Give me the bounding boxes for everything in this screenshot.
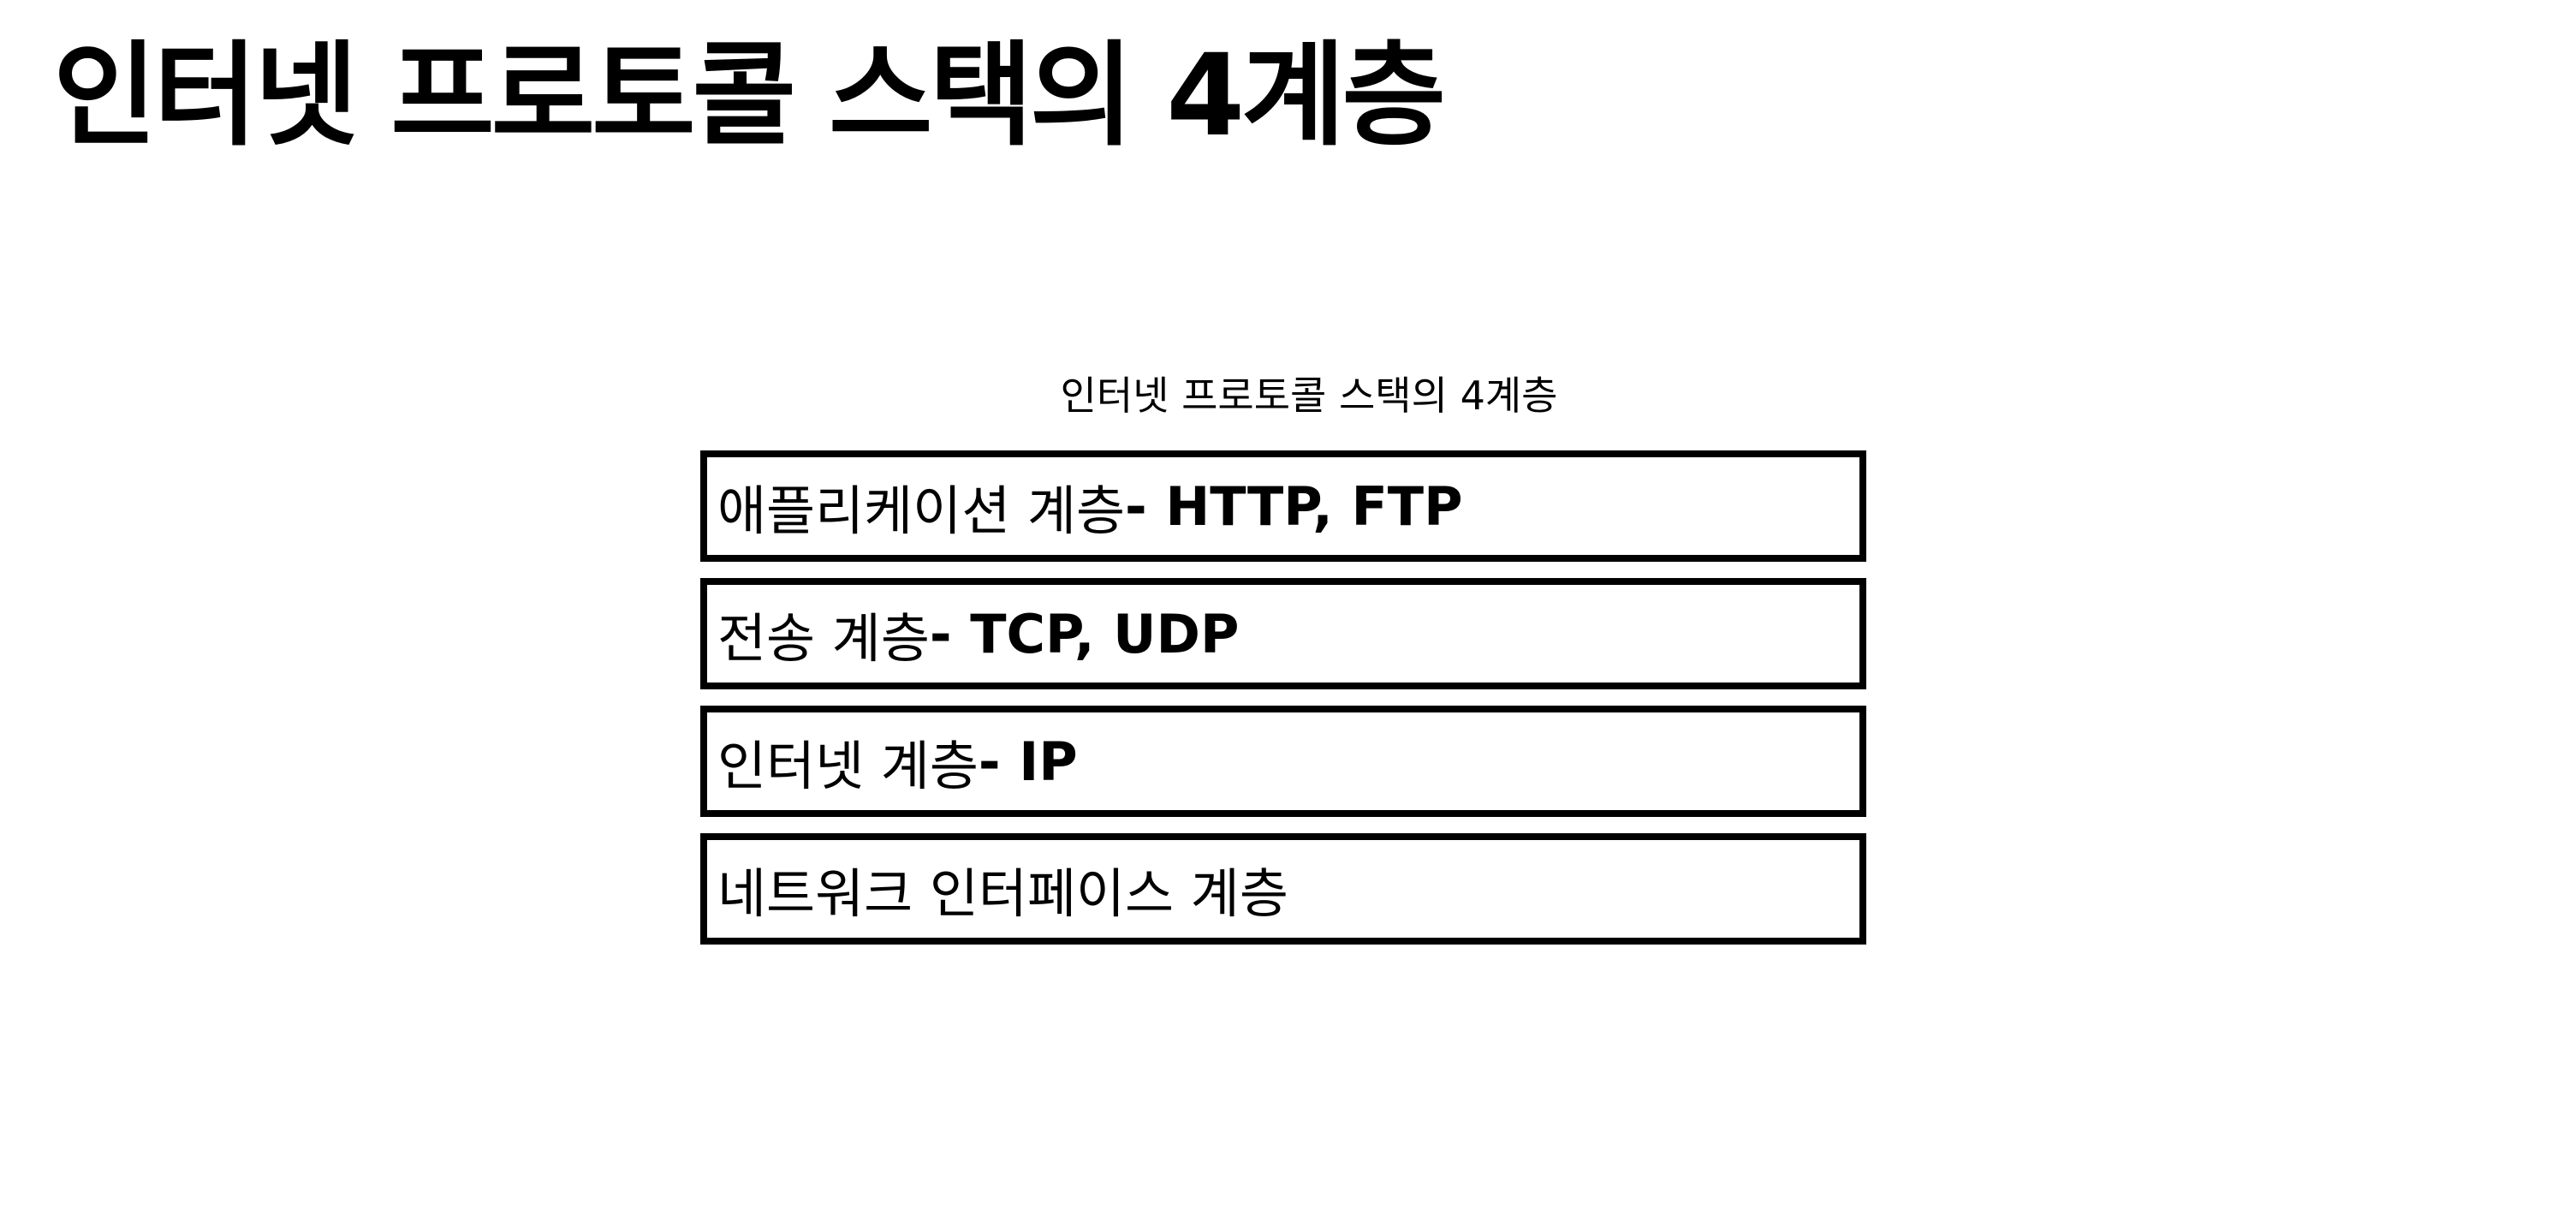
layer-protocols: - HTTP, FTP <box>1125 474 1463 538</box>
layer-name: 네트워크 인터페이스 계층 <box>717 862 1288 925</box>
layer-network-interface: 네트워크 인터페이스 계층 <box>700 833 1866 945</box>
slide-title: 인터넷 프로토콜 스택의 4계층 <box>53 30 1446 162</box>
protocol-stack-diagram: 인터넷 프로토콜 스택의 4계층 애플리케이션 계층 - HTTP, FTP 전… <box>700 368 1866 961</box>
layer-internet: 인터넷 계층 - IP <box>700 706 1866 817</box>
layer-application: 애플리케이션 계층 - HTTP, FTP <box>700 450 1866 562</box>
layer-protocols: - IP <box>978 730 1078 793</box>
layer-name: 애플리케이션 계층 <box>717 480 1126 542</box>
layer-protocols: - TCP, UDP <box>929 602 1240 665</box>
layer-name: 전송 계층 <box>717 607 930 670</box>
layer-name: 인터넷 계층 <box>717 735 979 797</box>
layer-transport: 전송 계층 - TCP, UDP <box>700 578 1866 689</box>
diagram-caption: 인터넷 프로토콜 스택의 4계층 <box>1060 373 1558 419</box>
